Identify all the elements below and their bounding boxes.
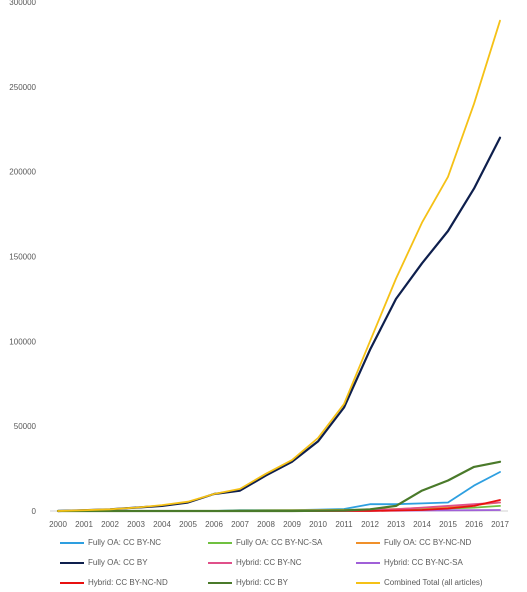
legend-swatch [208, 561, 232, 564]
legend-item: Fully OA: CC BY-NC [60, 538, 208, 547]
legend-label: Hybrid: CC BY-NC [236, 558, 302, 567]
legend-label: Fully OA: CC BY [88, 558, 148, 567]
x-tick-label: 2006 [205, 520, 223, 529]
legend-label: Combined Total (all articles) [384, 578, 483, 587]
x-tick-label: 2015 [439, 520, 457, 529]
y-tick-label: 200000 [9, 168, 36, 177]
y-tick-label: 50000 [14, 422, 37, 431]
series-line-combined-total-all-articles [57, 19, 501, 512]
series-line-fully-oa-cc-by [56, 136, 502, 513]
x-tick-label: 2016 [465, 520, 483, 529]
legend-label: Hybrid: CC BY-NC-ND [88, 578, 168, 587]
legend-swatch [208, 541, 232, 544]
x-tick-label: 2017 [491, 520, 509, 529]
legend-item: Fully OA: CC BY-NC-SA [208, 538, 356, 547]
legend-item: Hybrid: CC BY-NC-ND [60, 578, 208, 587]
legend-item: Fully OA: CC BY [60, 558, 208, 567]
x-tick-label: 2010 [309, 520, 327, 529]
legend-label: Hybrid: CC BY [236, 578, 289, 587]
x-tick-label: 2003 [127, 520, 145, 529]
legend-item: Hybrid: CC BY [208, 578, 356, 587]
series-layer [56, 19, 502, 513]
x-tick-label: 2011 [335, 520, 353, 529]
legend-label: Fully OA: CC BY-NC-ND [384, 538, 472, 547]
legend-swatch [60, 561, 84, 564]
x-tick-label: 2014 [413, 520, 431, 529]
legend-swatch [356, 541, 380, 544]
y-tick-label: 0 [32, 507, 37, 516]
legend-item: Fully OA: CC BY-NC-ND [356, 538, 516, 547]
x-tick-label: 2000 [49, 520, 67, 529]
legend: Fully OA: CC BY-NC Fully OA: CC BY-NC-SA F… [60, 538, 520, 587]
x-tick-label: 2004 [153, 520, 171, 529]
legend-item: Combined Total (all articles) [356, 578, 516, 587]
y-tick-label: 150000 [9, 253, 36, 262]
legend-swatch [356, 561, 380, 564]
legend-item: Hybrid: CC BY-NC [208, 558, 356, 567]
x-tick-label: 2012 [361, 520, 379, 529]
x-tick-label: 2002 [101, 520, 119, 529]
x-tick-label: 2013 [387, 520, 405, 529]
legend-swatch [208, 581, 232, 584]
series-line-hybrid-cc-by [56, 460, 502, 513]
axis-layer: 0 50000 100000 150000 200000 250000 300000 2000… [9, 0, 509, 529]
legend-label: Fully OA: CC BY-NC [88, 538, 162, 547]
legend-swatch [356, 581, 380, 584]
legend-swatch [60, 541, 84, 544]
x-tick-label: 2009 [283, 520, 301, 529]
x-tick-label: 2005 [179, 520, 197, 529]
x-tick-label: 2008 [257, 520, 275, 529]
x-tick-label: 2001 [75, 520, 93, 529]
y-tick-label: 300000 [9, 0, 36, 7]
x-tick-label: 2007 [231, 520, 249, 529]
y-tick-label: 100000 [9, 337, 36, 346]
series-line-fully-oa-cc-by-nc [57, 471, 501, 512]
legend-swatch [60, 581, 84, 584]
legend-label: Hybrid: CC BY-NC-SA [384, 558, 463, 567]
y-tick-label: 250000 [9, 83, 36, 92]
legend-label: Fully OA: CC BY-NC-SA [236, 538, 323, 547]
legend-item: Hybrid: CC BY-NC-SA [356, 558, 516, 567]
